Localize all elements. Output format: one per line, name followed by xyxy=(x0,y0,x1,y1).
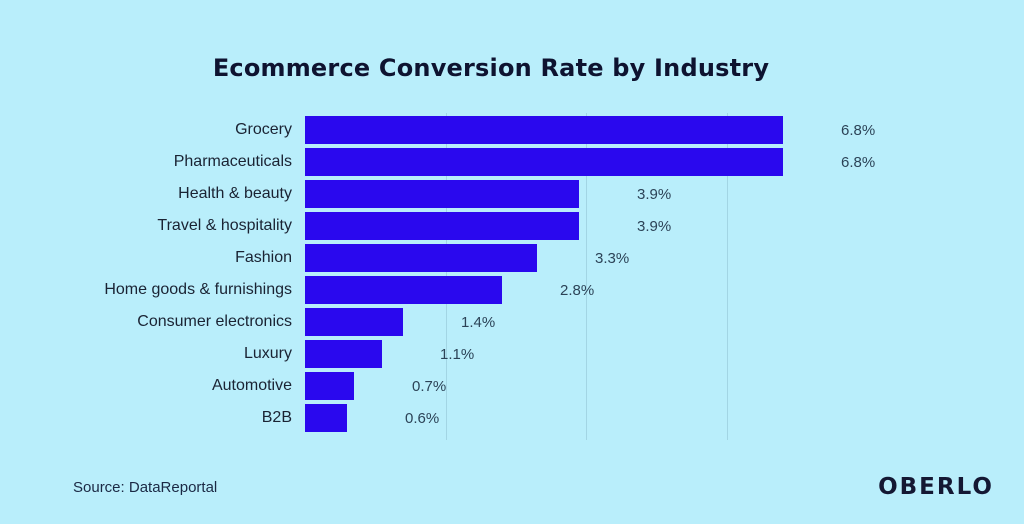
category-label: Home goods & furnishings xyxy=(104,281,292,298)
value-label: 6.8% xyxy=(841,153,876,171)
bar xyxy=(305,116,783,144)
category-label: Grocery xyxy=(235,121,292,138)
bar xyxy=(305,308,403,336)
category-label: Automotive xyxy=(211,377,292,394)
chart-title: Ecommerce Conversion Rate by Industry xyxy=(212,54,770,82)
bar-row: Travel & hospitality 3.9% xyxy=(0,212,1024,240)
bar xyxy=(305,372,354,400)
bar-row: Home goods & furnishings 2.8% xyxy=(0,276,1024,304)
bar-row: B2B 0.6% xyxy=(0,404,1024,432)
category-label: Health & beauty xyxy=(178,185,292,202)
bar-row: Luxury 1.1% xyxy=(0,340,1024,368)
value-label: 0.6% xyxy=(405,409,440,427)
bar xyxy=(305,244,537,272)
category-label: Luxury xyxy=(243,345,292,362)
value-label: 3.3% xyxy=(595,249,630,267)
bar-row: Automotive 0.7% xyxy=(0,372,1024,400)
bar-row: Pharmaceuticals 6.8% xyxy=(0,148,1024,176)
bar xyxy=(305,212,579,240)
category-label: Consumer electronics xyxy=(137,313,292,330)
value-label: 1.1% xyxy=(440,345,475,363)
category-label: Travel & hospitality xyxy=(157,217,292,234)
bar xyxy=(305,404,347,432)
bar xyxy=(305,340,382,368)
gridline-6pct xyxy=(726,113,728,440)
value-label: 1.4% xyxy=(461,313,496,331)
bar xyxy=(305,276,502,304)
bar-row: Fashion 3.3% xyxy=(0,244,1024,272)
value-label: 0.7% xyxy=(412,377,447,395)
value-label: 6.8% xyxy=(841,121,876,139)
bar xyxy=(305,180,579,208)
category-label: B2B xyxy=(261,409,292,426)
category-label: Pharmaceuticals xyxy=(173,153,292,170)
source-caption: Source: DataReportal xyxy=(73,479,218,496)
category-label: Fashion xyxy=(235,249,292,266)
bar-row: Health & beauty 3.9% xyxy=(0,180,1024,208)
gridline-4pct xyxy=(586,113,588,440)
value-label: 3.9% xyxy=(637,217,672,235)
value-label: 2.8% xyxy=(560,281,595,299)
value-label: 3.9% xyxy=(637,185,672,203)
oberlo-logo: OBERLO xyxy=(878,474,994,500)
bar-rows-container: Grocery 6.8% Pharmaceuticals 6.8% Health & b… xyxy=(0,116,1024,436)
bar-row: Consumer electronics 1.4% xyxy=(0,308,1024,336)
bar-row: Grocery 6.8% xyxy=(0,116,1024,144)
bar xyxy=(305,148,783,176)
